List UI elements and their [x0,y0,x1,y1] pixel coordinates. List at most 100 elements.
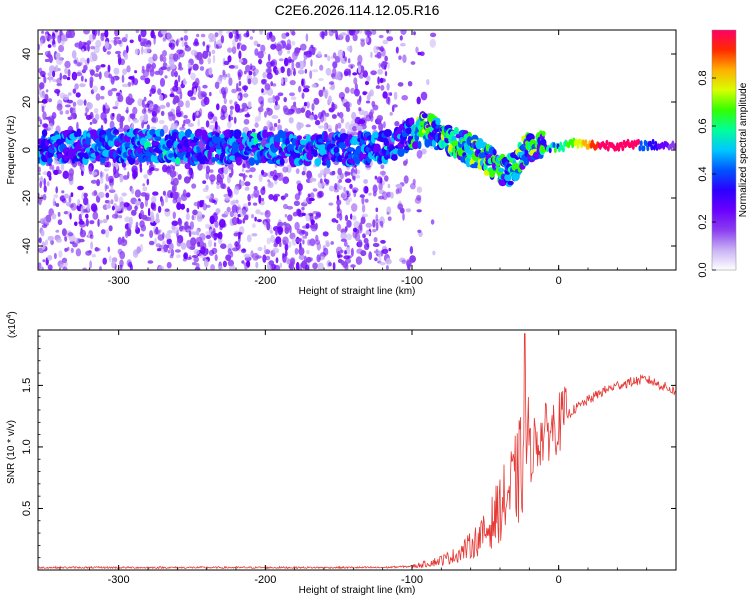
spectrogram-cell [168,242,174,251]
spectrogram-cell [200,246,206,255]
spectrogram-cell [175,39,179,47]
spectrogram-cell [243,253,251,258]
spectrogram-cell [273,193,281,197]
y-tick-label: 0 [21,147,33,153]
spectrogram-cell [90,171,98,176]
spectrogram-cell [294,221,300,231]
spectrogram-cell [159,54,164,62]
spectrogram-cell [235,199,239,204]
spectrogram-cell [56,165,60,172]
spectrogram-cell [187,123,194,127]
spectrogram-cell [121,37,128,43]
spectrogram-x-ticks: -300 -200 -100 0 [59,30,677,287]
spectrogram-cell [344,56,348,62]
spectrogram-cell [115,100,119,107]
spectrogram-cell [43,178,46,187]
spectrogram-ridge-cell [421,113,428,119]
spectrogram-cell [252,71,256,77]
spectrogram-cell [155,218,160,224]
spectrogram-cell [193,88,197,96]
spectrogram-cell [215,208,221,214]
spectrogram-cell [132,170,138,179]
spectrogram-cell [154,237,157,245]
spectrogram-cell [365,164,371,168]
spectrogram-cell [57,211,61,217]
spectrogram-cell [262,254,267,263]
spectrogram-cell [278,58,284,62]
spectrogram-cell [182,189,187,198]
spectrogram-ridge-cell [541,130,546,137]
spectrogram-cell [119,264,123,270]
spectrogram-cell [127,81,132,87]
spectrogram-cell [219,219,226,228]
spectrogram-ridge-cell [650,144,654,151]
figure-title: C2E6.2026.114.12.05.R16 [275,2,440,18]
spectrogram-cell [184,46,192,52]
spectrogram-cell [63,211,69,215]
spectrogram-cell [199,233,206,241]
spectrogram-cell [372,243,380,247]
spectrogram-cell [93,108,99,114]
spectrogram-cell [268,260,275,266]
spectrogram-cell [279,241,282,248]
spectrogram-cell [381,191,388,201]
spectrogram-cell [336,175,341,180]
spectrogram-cell [83,42,89,52]
spectrogram-cell [75,72,83,77]
spectrogram-cell [205,231,212,235]
spectrogram-cell [108,225,113,232]
spectrogram-cell [246,30,250,38]
spectrogram-cell [95,39,102,48]
spectrogram-cell [105,104,110,109]
spectrogram-cell [83,192,88,198]
spectrogram-cell [307,193,311,198]
spectrogram-cell [368,251,373,261]
spectrogram-cell [328,81,334,85]
spectrogram-cell [318,78,324,81]
spectrogram-cell [387,183,391,189]
spectrogram-cell [100,85,105,91]
spectrogram-cell [220,183,225,189]
spectrogram-cell [311,83,317,88]
spectrogram-cell [416,186,423,193]
spectrogram-cell [327,55,331,62]
spectrogram-cell [62,266,68,270]
spectrogram-cell [308,197,315,202]
spectrogram-cell [119,251,126,260]
spectrogram-cell [257,51,264,59]
spectrogram-cell [416,149,423,159]
spectrogram-cell [110,199,114,205]
colorbar-tick-label: 0.8 [697,70,709,85]
spectrogram-cell [318,89,324,98]
spectrogram-ridge-cell [435,117,441,126]
spectrogram-cell [388,247,392,252]
spectrogram-cell [291,61,295,70]
spectrogram-cell [49,165,53,170]
spectrogram-cell [55,64,59,73]
spectrogram-cell [289,80,296,86]
spectrogram-cell [144,192,150,198]
spectrogram-cell [371,30,377,35]
spectrogram-cell [85,213,89,219]
spectrogram-cell [129,39,134,44]
spectrogram-cell [176,239,182,247]
spectrogram-cell [223,97,227,105]
svg-text:(x104): (x104) [6,311,18,338]
spectrogram-cell [333,189,340,193]
spectrogram-cell [228,172,233,178]
spectrogram-ridge-cell [154,135,162,142]
spectrogram-cell [169,164,174,169]
spectrogram-cell [38,166,41,173]
spectrogram-cell [39,39,43,47]
spectrogram-cell [185,212,190,221]
spectrogram-cell [426,79,430,86]
spectrogram-cell [305,223,310,229]
spectrogram-cell [177,53,181,60]
spectrogram-cell [97,30,100,36]
spectrogram-cell [117,94,124,103]
spectrogram-cell [102,104,106,113]
spectrogram-cell [190,96,197,101]
spectrogram-cell [385,265,389,270]
spectrogram-ridge-cell [207,150,212,160]
spectrogram-cell [112,113,115,117]
